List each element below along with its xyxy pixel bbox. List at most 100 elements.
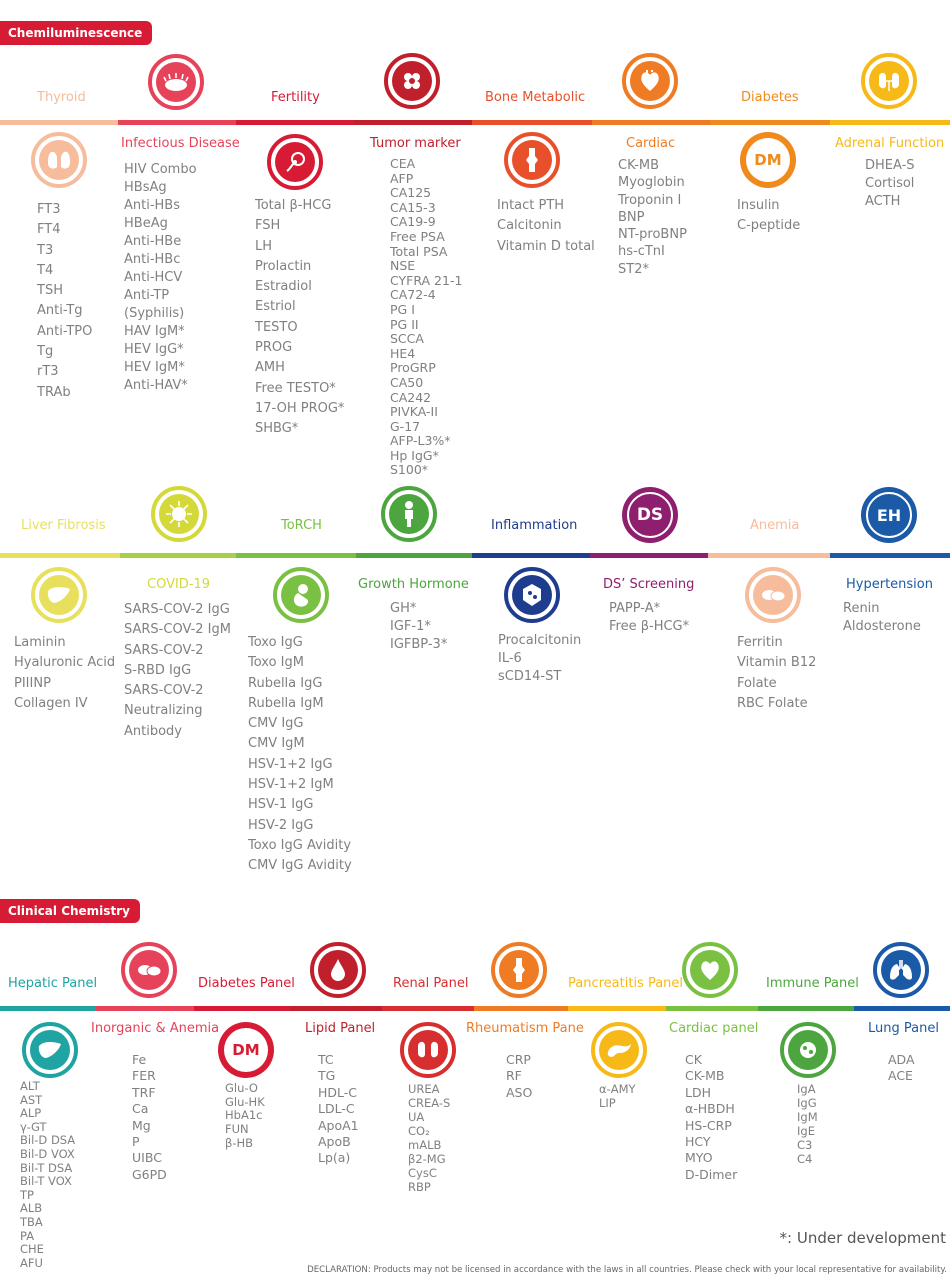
list-item: Antibody: [124, 723, 182, 739]
covid-list: SARS-COV-2 IgG SARS-COV-2 IgM SARS-COV-2…: [124, 600, 231, 742]
list-item: BNP: [618, 209, 645, 225]
list-item: GH*: [390, 601, 417, 616]
list-item: Bil-T VOX: [20, 1174, 72, 1189]
list-item: Anti-TP: [124, 288, 170, 303]
list-item: HEV IgM*: [124, 360, 185, 375]
list-item: FT4: [37, 222, 61, 238]
list-item: mALB: [408, 1138, 442, 1152]
list-item: TBA: [20, 1214, 43, 1229]
cell-cluster-icon: [384, 53, 440, 109]
chemiluminescence-tag: Chemiluminescence: [0, 21, 153, 45]
list-item: CK: [685, 1052, 702, 1067]
hepatic-title: Hepatic Panel: [8, 976, 98, 991]
hyper-list: Renin Aldosterone: [843, 600, 921, 636]
list-item: rT3: [37, 364, 59, 380]
list-item: CRP: [506, 1052, 531, 1067]
list-item: AFP-L3%*: [390, 433, 451, 449]
list-item: Free TESTO*: [255, 380, 336, 396]
list-item: FER: [132, 1068, 156, 1084]
list-item: T4: [37, 262, 54, 278]
inorganic-title: Inorganic & Anemia: [91, 1021, 220, 1036]
list-item: AMH: [255, 360, 285, 376]
list-item: Total PSA: [390, 243, 448, 259]
list-item: AST: [20, 1092, 43, 1107]
list-item: Insulin: [737, 198, 780, 213]
list-item: Mg: [132, 1117, 151, 1133]
list-item: CHE: [20, 1242, 44, 1257]
list-item: Collagen IV: [14, 695, 88, 711]
thyroid-list: FT3 FT4 T3 T4 TSH Anti-Tg Anti-TPO Tg rT…: [37, 200, 92, 403]
bar-immune: [758, 1006, 854, 1011]
list-item: Ferritin: [737, 635, 783, 650]
list-item: HBsAg: [124, 180, 167, 195]
list-item: UREA: [408, 1082, 440, 1096]
list-item: Bil-D DSA: [20, 1133, 76, 1148]
rheum-title: Rheumatism Pane: [466, 1021, 584, 1036]
bone-title: Bone Metabolic: [485, 90, 586, 105]
list-item: LIP: [599, 1096, 616, 1110]
adrenal-title: Adrenal Function: [835, 136, 945, 151]
bar-torch: [236, 553, 356, 558]
list-item: α-HBDH: [685, 1101, 735, 1117]
lung-list: ADA ACE: [888, 1052, 915, 1085]
list-item: Total β-HCG: [255, 198, 332, 213]
list-item: Anti-HAV*: [124, 378, 188, 393]
list-item: CO₂: [408, 1124, 430, 1138]
fertility-list: Total β-HCG FSH LH Prolactin Estradiol E…: [255, 196, 344, 440]
diabetes-panel-title: Diabetes Panel: [198, 976, 295, 991]
list-item: Cortisol: [865, 176, 915, 191]
infectious-title: Infectious Disease: [121, 136, 240, 151]
dm-icon: DM: [740, 132, 796, 188]
list-item: Bil-T DSA: [20, 1160, 73, 1175]
list-item: ACE: [888, 1068, 913, 1084]
list-item: CysC: [408, 1166, 437, 1180]
list-item: Rubella IgM: [248, 695, 324, 711]
sperm-egg-icon: [267, 134, 323, 190]
bar-fertility: [236, 120, 354, 125]
list-item: Prolactin: [255, 258, 312, 274]
list-item: ADA: [888, 1052, 915, 1067]
list-item: SARS-COV-2: [124, 642, 204, 658]
liver-icon: [22, 1022, 78, 1078]
list-item: Free β-HCG*: [609, 619, 690, 634]
bar-lipid: [290, 1006, 382, 1011]
diabetes-list: Insulin C-peptide: [737, 196, 800, 237]
eh-icon: EH: [861, 487, 917, 543]
bar-infectious: [118, 120, 236, 125]
list-item: FUN: [225, 1122, 249, 1137]
joint-icon: [491, 942, 547, 998]
list-item: Estriol: [255, 299, 296, 315]
list-item: RBC Folate: [737, 695, 808, 711]
anemia-list: Ferritin Vitamin B12 Folate RBC Folate: [737, 633, 816, 714]
list-item: Vitamin B12: [737, 655, 817, 671]
list-item: Folate: [737, 675, 777, 691]
list-item: Ca: [132, 1101, 149, 1117]
pancreas-icon: [591, 1022, 647, 1078]
list-item: TRF: [132, 1084, 156, 1100]
list-item: Myoglobin: [618, 175, 685, 191]
list-item: TP: [20, 1187, 34, 1202]
list-item: CA50: [390, 374, 424, 390]
list-item: CEA: [390, 156, 416, 171]
list-item: TG: [318, 1068, 336, 1084]
list-item: Estradiol: [255, 279, 312, 295]
bar-diabetes-panel: [194, 1006, 290, 1011]
inflammation-list: Procalcitonin IL-6 sCD14-ST: [498, 632, 581, 686]
list-item: Troponin I: [618, 192, 682, 208]
lung-title: Lung Panel: [868, 1021, 939, 1036]
list-item: PROG: [255, 340, 293, 356]
list-item: HSV-1+2 IgM: [248, 777, 334, 793]
list-item: LH: [255, 238, 273, 254]
list-item: Hyaluronic Acid: [14, 655, 116, 671]
list-item: HSV-2 IgG: [248, 817, 314, 833]
list-item: Toxo IgG: [248, 635, 303, 650]
list-item: AFP: [390, 170, 414, 186]
cardiac-panel-title: Cardiac panel: [669, 1021, 759, 1036]
bar-ds: [590, 553, 708, 558]
kidney-icon: [400, 1022, 456, 1078]
cardiac-list: CK-MB Myoglobin Troponin I BNP NT-proBNP…: [618, 157, 687, 278]
list-item: HIV Combo: [124, 162, 197, 177]
torch-list: Toxo IgG Toxo IgM Rubella IgG Rubella Ig…: [248, 633, 352, 877]
thyroid-title: Thyroid: [37, 90, 86, 105]
bar-tumor: [354, 120, 472, 125]
